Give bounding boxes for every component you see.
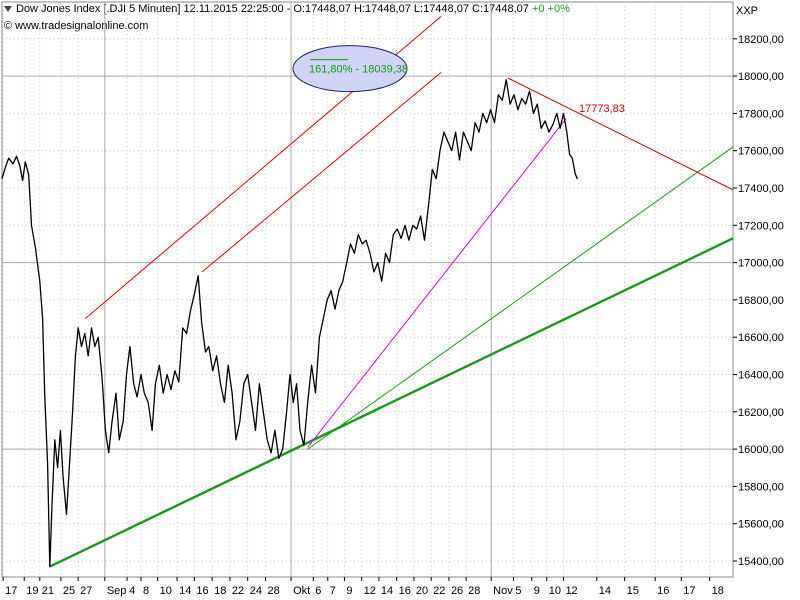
x-tick-label: 14 [381, 585, 393, 597]
copyright-symbol: © [4, 20, 13, 32]
x-tick-label: 16 [399, 585, 411, 597]
y-tick-label: 17800,00 [738, 108, 784, 120]
annotation-label-1: 17773,83 [579, 103, 625, 115]
x-tick-label: 7 [330, 585, 336, 597]
y-tick-label: 16000,00 [738, 444, 784, 456]
x-tick-label: 14 [179, 585, 191, 597]
y-tick-label: 15400,00 [738, 556, 784, 568]
y-tick-label: 16400,00 [738, 370, 784, 382]
y-tick-label: 17400,00 [738, 183, 784, 195]
x-tick-label: 17 [5, 585, 17, 597]
trendline-trend_main-0[interactable] [49, 237, 734, 568]
trendline-trend_thin-1[interactable] [307, 146, 734, 450]
x-tick-label: 16 [657, 585, 669, 597]
x-tick-label: Nov [493, 585, 513, 597]
x-tick-label: 4 [129, 585, 135, 597]
x-tick-label: 6 [315, 585, 321, 597]
x-tick-label: 12 [364, 585, 376, 597]
x-tick-label: 8 [143, 585, 149, 597]
y-tick-label: 17000,00 [738, 258, 784, 270]
unit-label: XXP [735, 5, 758, 17]
chart-info-text: Dow Jones Index [.DJI 5 Minuten] 12.11.2… [16, 3, 529, 15]
x-tick-label: 21 [42, 585, 54, 597]
chart-header: Dow Jones Index [.DJI 5 Minuten] 12.11.2… [4, 3, 570, 15]
x-tick-label: 19 [26, 585, 38, 597]
x-tick-label: 22 [232, 585, 244, 597]
x-tick-label: 18 [214, 585, 226, 597]
x-tick-label: 26 [451, 585, 463, 597]
y-tick-label: 18000,00 [738, 71, 784, 83]
x-tick-label: 20 [416, 585, 428, 597]
x-tick-label: 24 [250, 585, 262, 597]
x-tick-label: 5 [515, 585, 521, 597]
price-series-line[interactable] [1, 79, 578, 568]
trendline-channel-4[interactable] [507, 77, 734, 191]
trendline-channel-3[interactable] [201, 71, 442, 273]
y-tick-label: 17200,00 [738, 220, 784, 232]
down-triangle-icon[interactable] [4, 6, 12, 13]
source-url: www.tradesignalonline.com [15, 20, 149, 32]
x-tick-label: 10 [549, 585, 561, 597]
x-tick-label: 28 [468, 585, 480, 597]
y-tick-label: 16800,00 [738, 295, 784, 307]
source-line: © www.tradesignalonline.com [4, 20, 148, 32]
x-tick-label: 27 [80, 585, 92, 597]
x-tick-label: 9 [534, 585, 540, 597]
x-tick-label: 15 [627, 585, 639, 597]
annotation-ellipse[interactable] [292, 45, 408, 93]
change-text: +0 +0% [531, 3, 570, 15]
x-tick-label: 22 [433, 585, 445, 597]
x-tick-label: Sep [107, 585, 127, 597]
x-tick-label: 25 [63, 585, 75, 597]
x-tick-label: 14 [599, 585, 611, 597]
annotation-label-0: 161,80% - 18039,38 [309, 64, 408, 76]
y-tick-label: 15800,00 [738, 481, 784, 493]
x-tick-label: 9 [346, 585, 352, 597]
y-tick-label: 15600,00 [738, 519, 784, 531]
trendline-magenta-5[interactable] [307, 118, 567, 448]
plot-frame [1, 1, 734, 578]
x-tick-label: 28 [267, 585, 279, 597]
x-tick-label: 10 [160, 585, 172, 597]
x-tick-label: 18 [712, 585, 724, 597]
x-tick-label: 12 [565, 585, 577, 597]
y-tick-label: 17600,00 [738, 146, 784, 158]
y-tick-label: 16200,00 [738, 407, 784, 419]
x-tick-label: Okt [293, 585, 310, 597]
x-tick-label: 17 [683, 585, 695, 597]
y-tick-label: 18200,00 [738, 34, 784, 46]
y-tick-label: 16600,00 [738, 332, 784, 344]
x-tick-label: 16 [196, 585, 208, 597]
